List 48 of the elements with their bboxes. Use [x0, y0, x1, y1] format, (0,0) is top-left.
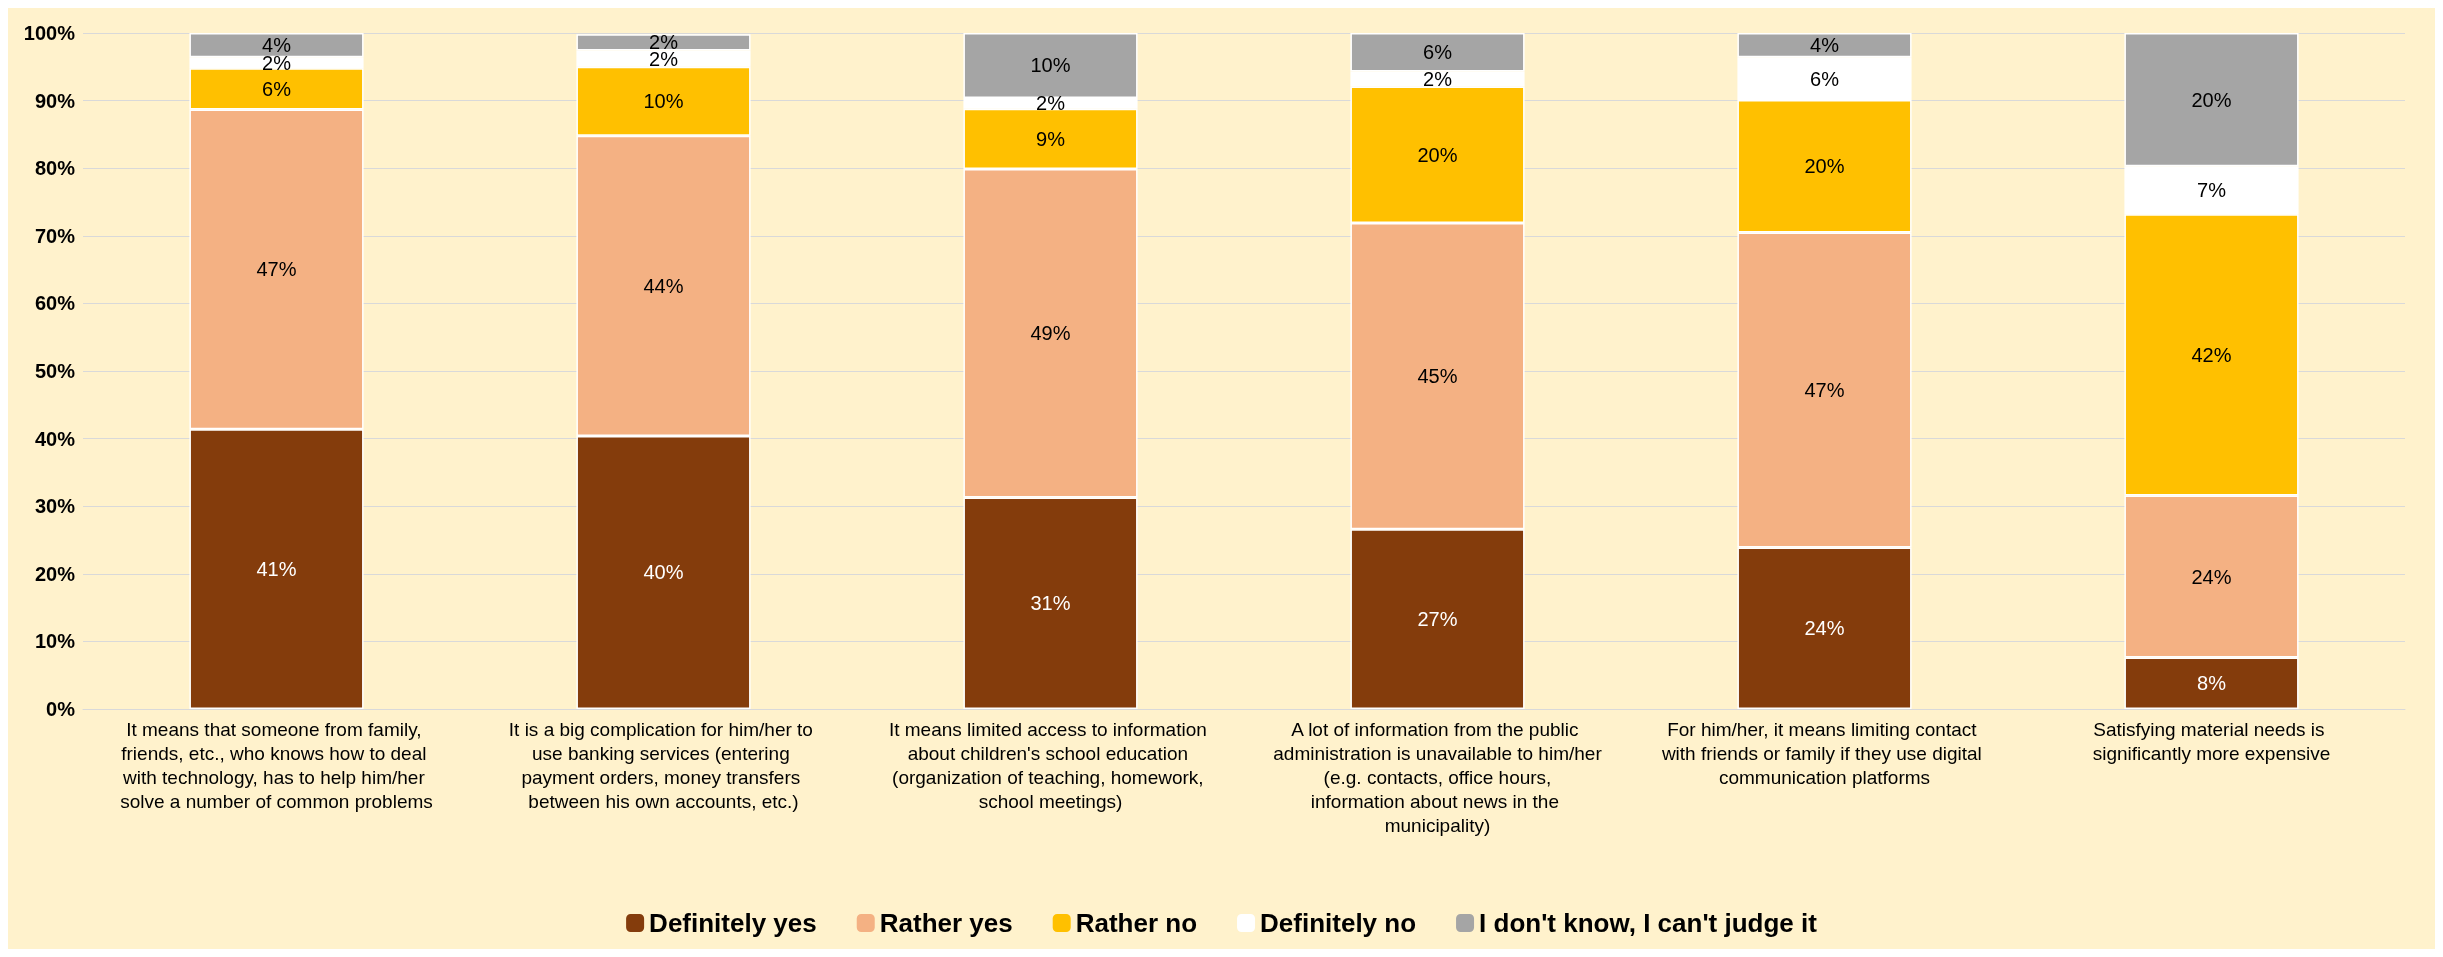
data-label: 42%	[2191, 343, 2232, 366]
data-label: 9%	[1036, 127, 1066, 150]
data-label: 45%	[1417, 365, 1458, 388]
data-label: 20%	[2191, 88, 2232, 111]
data-label: 24%	[1804, 617, 1845, 640]
data-label: 7%	[2197, 179, 2227, 202]
x-tick-label: It means that someone from family, friends, etc., who knows how to deal with technology, has to help him/her solve a number of common problems	[120, 718, 433, 812]
legend-label: Definitely no	[1260, 908, 1417, 938]
data-label: 24%	[2191, 565, 2232, 588]
y-tick-label: 0%	[46, 698, 76, 720]
data-label: 27%	[1417, 608, 1458, 631]
legend-label: Rather yes	[879, 908, 1013, 938]
y-tick-label: 60%	[34, 292, 76, 315]
y-tick-label: 40%	[34, 427, 76, 450]
data-label: 20%	[1417, 143, 1458, 166]
x-tick-label: It means limited access to information about children's school education (organization of teaching, homework, school meetings)	[888, 718, 1213, 812]
data-label: 2%	[1036, 92, 1066, 115]
data-label: 41%	[256, 558, 297, 581]
legend-label: I don't know, I can't judge it	[1479, 908, 1818, 938]
data-label: 4%	[1810, 34, 1840, 57]
data-label: 6%	[1423, 41, 1453, 64]
y-tick-label: 30%	[34, 495, 76, 518]
data-label: 10%	[1030, 54, 1071, 77]
y-tick-label: 50%	[34, 360, 76, 382]
y-tick-label: 10%	[34, 630, 76, 653]
data-label: 47%	[1804, 378, 1845, 401]
legend-label: Definitely yes	[649, 908, 817, 938]
data-label: 20%	[1804, 155, 1845, 178]
data-label: 47%	[256, 258, 297, 281]
x-tick-label: Satisfying material needs is significantly more expensive	[2092, 718, 2331, 764]
data-label: 40%	[643, 561, 684, 584]
x-tick-label: A lot of information from the public administration is unavailable to him/her (e.g. contacts, office hours, information about news in the municipality)	[1273, 718, 1603, 836]
y-tick-label: 100%	[23, 22, 76, 44]
x-tick-label: It is a big complication for him/her to use banking services (entering payment orders, money transfers between his own accounts, etc.)	[508, 718, 819, 812]
data-label: 6%	[262, 77, 292, 100]
data-label: 31%	[1030, 592, 1071, 615]
data-label: 49%	[1030, 322, 1071, 345]
x-tick-label: For him/her, it means limiting contact with friends or family if they use digital communication platforms	[1660, 718, 1988, 788]
y-tick-label: 70%	[34, 224, 76, 247]
data-label: 8%	[2197, 672, 2227, 695]
data-label: 10%	[643, 90, 684, 113]
data-label: 6%	[1810, 67, 1840, 90]
legend-label: Rather no	[1075, 908, 1198, 938]
y-tick-label: 20%	[34, 562, 76, 585]
data-label: 2%	[1423, 67, 1453, 90]
data-label: 44%	[643, 274, 684, 297]
y-tick-label: 90%	[34, 89, 76, 112]
y-tick-label: 80%	[34, 157, 76, 180]
